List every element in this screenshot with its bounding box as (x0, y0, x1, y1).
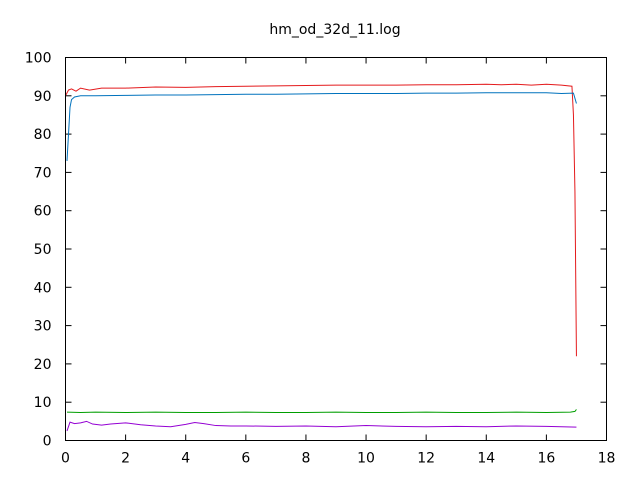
x-tick-label: 18 (598, 451, 616, 467)
axes: 0 2 4 6 8 10 12 14 16 18 0 10 20 30 40 50 60 70 80 90 100 (25, 51, 616, 467)
y-tick-label: 0 (43, 434, 52, 450)
x-tick-label: 4 (181, 451, 190, 467)
x-tick-label: 12 (417, 451, 435, 467)
y-tick-label: 50 (34, 242, 52, 258)
x-tick-label: 8 (301, 451, 310, 467)
series-line-2 (66, 92, 577, 161)
x-tick-label: 10 (357, 451, 375, 467)
y-tick-label: 90 (34, 89, 52, 105)
x-tick-label: 16 (537, 451, 555, 467)
series-line-3 (66, 409, 577, 414)
series-line-1 (65, 83, 577, 357)
y-tick-label: 80 (34, 127, 52, 143)
x-tick-label: 0 (61, 451, 70, 467)
y-tick-label: 100 (25, 51, 52, 67)
y-tick-label: 60 (34, 204, 52, 220)
y-tick-label: 70 (34, 165, 52, 181)
x-tick-label: 6 (241, 451, 250, 467)
y-tick-label: 40 (34, 280, 52, 296)
x-tick-label: 2 (121, 451, 130, 467)
series-line-4 (66, 420, 577, 432)
x-tick-label: 14 (477, 451, 495, 467)
series-layer (65, 83, 577, 432)
chart-title: hm_od_32d_11.log (269, 22, 400, 38)
y-tick-label: 20 (34, 357, 52, 373)
y-tick-label: 30 (34, 319, 52, 335)
plot-frame (65, 57, 607, 441)
y-tick-label: 10 (34, 395, 52, 411)
